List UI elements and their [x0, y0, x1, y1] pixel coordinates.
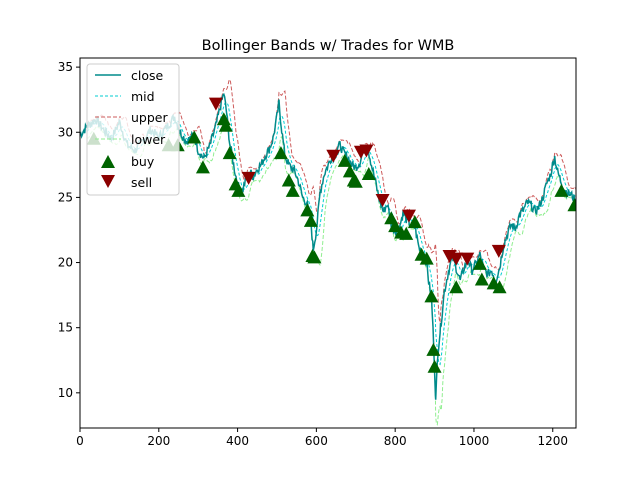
buy-marker: [424, 289, 439, 303]
buy-marker: [222, 146, 237, 160]
y-tick-label: 15: [58, 321, 73, 335]
buy-marker: [285, 183, 300, 197]
buy-marker: [399, 226, 414, 240]
legend: close mid upper lower buy sell: [86, 63, 180, 196]
x-tick-label: 200: [147, 434, 170, 448]
buy-marker: [474, 272, 489, 286]
buy-marker: [554, 183, 569, 197]
buy-marker: [303, 213, 318, 227]
axes: 0 200 400 600 800 1000 1200 10 15 20 25 30 35: [58, 60, 568, 448]
buy-marker: [273, 146, 288, 160]
sell-marker: [401, 209, 416, 223]
legend-label-mid: mid: [131, 89, 155, 104]
buy-marker: [388, 219, 403, 233]
buy-marker: [300, 203, 315, 217]
buy-marker: [307, 250, 322, 264]
legend-label-upper: upper: [131, 110, 168, 125]
buy-marker: [419, 251, 434, 265]
x-tick-label: 800: [384, 434, 407, 448]
x-tick-label: 1000: [459, 434, 490, 448]
sell-marker: [449, 252, 464, 266]
sell-marker: [208, 97, 223, 111]
mid-band-line: [86, 101, 576, 366]
x-tick-label: 400: [226, 434, 249, 448]
chart-title: Bollinger Bands w/ Trades for WMB: [202, 38, 455, 54]
x-tick-label: 1200: [537, 434, 568, 448]
y-tick-label: 30: [58, 125, 73, 139]
buy-marker: [449, 280, 464, 294]
buy-marker: [407, 215, 422, 229]
legend-label-buy: buy: [131, 154, 155, 169]
buy-marker: [492, 280, 507, 294]
legend-swatch-sell: [101, 175, 115, 188]
buy-marker: [472, 256, 487, 270]
buy-marker: [281, 173, 296, 187]
x-tick-label: 0: [76, 434, 84, 448]
legend-label-sell: sell: [131, 175, 152, 190]
buy-marker: [231, 183, 246, 197]
buy-marker: [342, 164, 357, 178]
plot-frame: [79, 57, 577, 429]
buy-marker: [348, 174, 363, 188]
sell-marker: [241, 171, 256, 185]
trade-markers: [86, 97, 576, 373]
sell-marker: [375, 194, 390, 208]
buy-marker: [426, 342, 441, 356]
buy-marker: [187, 130, 202, 144]
y-tick-label: 35: [58, 60, 73, 74]
legend-swatch-buy: [101, 155, 115, 168]
sell-marker: [326, 149, 341, 163]
y-tick-label: 25: [58, 190, 73, 204]
y-tick-label: 10: [58, 386, 73, 400]
sell-marker: [491, 244, 506, 258]
buy-marker: [567, 198, 576, 212]
y-tick-label: 20: [58, 256, 73, 270]
legend-label-lower: lower: [131, 132, 166, 147]
sell-marker: [460, 252, 475, 266]
legend-label-close: close: [131, 68, 164, 83]
sell-marker: [359, 144, 374, 158]
buy-marker: [427, 359, 442, 373]
buy-marker: [195, 160, 210, 174]
buy-marker: [218, 118, 233, 132]
buy-marker: [361, 166, 376, 180]
buy-marker: [337, 153, 352, 167]
x-tick-label: 600: [305, 434, 328, 448]
